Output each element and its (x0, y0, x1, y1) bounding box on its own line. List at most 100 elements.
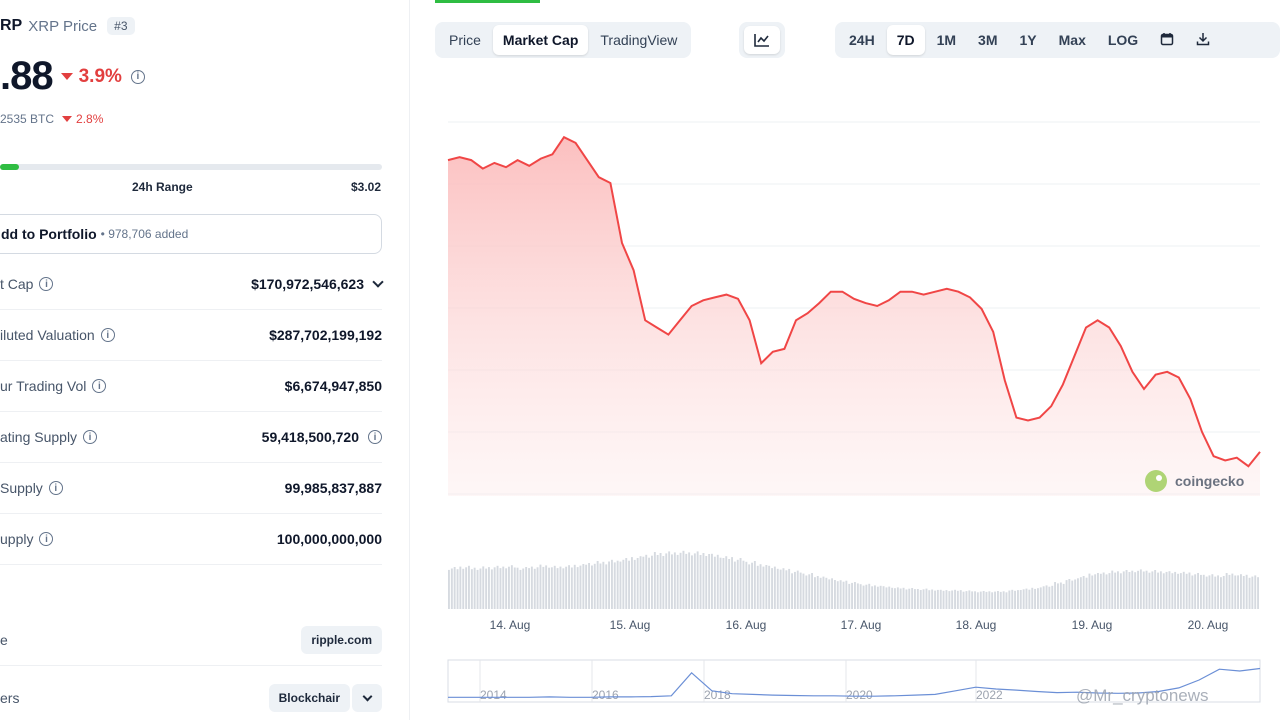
tab-log[interactable]: LOG (1107, 32, 1139, 48)
volume-bar (485, 568, 488, 609)
coin-header: RP XRP Price #3 (0, 17, 135, 35)
volume-bar (1019, 590, 1022, 609)
website-link[interactable]: ripple.com (301, 626, 382, 654)
info-icon[interactable]: i (39, 277, 54, 291)
volume-bar (1028, 589, 1031, 609)
overview-tick-label: 2014 (480, 688, 507, 702)
volume-bar (625, 558, 628, 609)
tab-24h[interactable]: 24H (849, 32, 875, 48)
volume-bar (894, 588, 896, 609)
market-cap-chart[interactable]: 14. Aug 15. Aug 16. Aug 17. Aug 18. Aug 19. A… (440, 90, 1270, 720)
volume-bar (728, 559, 731, 609)
volume-bar (1211, 574, 1214, 609)
volume-bar (856, 583, 859, 609)
calendar-icon[interactable] (1150, 25, 1184, 56)
tab-price[interactable]: Price (449, 32, 481, 48)
stat-label: upply i (0, 531, 54, 547)
info-icon[interactable]: i (83, 430, 98, 444)
volume-bar (825, 577, 828, 609)
download-icon[interactable] (1186, 25, 1220, 56)
tab-7d[interactable]: 7D (886, 25, 925, 55)
volume-bar (776, 568, 779, 609)
tab-1y[interactable]: 1Y (1019, 32, 1037, 48)
x-tick-label: 20. Aug (1188, 618, 1229, 632)
explorer-dropdown[interactable] (352, 683, 382, 712)
volume-bar (1065, 580, 1068, 610)
info-icon[interactable]: i (368, 430, 382, 444)
volume-bar (1245, 574, 1248, 609)
volume-bar (936, 589, 939, 609)
volume-bar (785, 570, 788, 609)
tab-max[interactable]: Max (1058, 32, 1086, 48)
tab-tradingview[interactable]: TradingView (600, 32, 678, 48)
volume-bar (591, 565, 593, 609)
volume-bar (691, 555, 693, 609)
volume-bar (934, 590, 936, 609)
tab-1m[interactable]: 1M (936, 32, 957, 48)
volume-bar (599, 563, 602, 609)
volume-bar (522, 568, 525, 609)
volume-bar (1122, 571, 1125, 609)
volume-bar (1074, 579, 1077, 609)
volume-bar (842, 581, 845, 609)
stat-row: upply i 100,000,000,000 (0, 514, 382, 565)
volume-bar (1214, 576, 1217, 609)
volume-bar (619, 561, 622, 609)
x-tick-label: 14. Aug (490, 618, 531, 632)
stat-value: $6,674,947,850 (284, 378, 382, 394)
volume-bar (673, 552, 676, 609)
volume-bar (859, 584, 862, 609)
overview-line (448, 667, 1261, 698)
volume-bar (1197, 573, 1199, 609)
coin-name: XRP Price (28, 17, 98, 35)
volume-bar (851, 582, 853, 609)
volume-bar (1054, 582, 1056, 609)
volume-bar (805, 575, 808, 609)
volume-bar (642, 556, 645, 609)
volume-bar (1088, 573, 1091, 609)
volume-bar (997, 591, 999, 609)
coin-info-panel: RP XRP Price #3 .88 3.9% i 2535 BTC 2.8%… (0, 0, 410, 720)
volume-bar (553, 565, 556, 609)
volume-bar (1139, 569, 1142, 609)
tab-3m[interactable]: 3M (978, 32, 998, 48)
info-icon[interactable]: i (130, 69, 145, 84)
volume-bar (928, 590, 931, 609)
volume-bar (902, 587, 905, 609)
volume-bar (739, 558, 742, 609)
line-chart-icon[interactable] (744, 26, 780, 54)
volume-bar (556, 568, 559, 609)
volume-bar (1022, 589, 1025, 609)
volume-bar (759, 564, 762, 609)
coin-symbol: RP (0, 17, 23, 34)
volume-bar (976, 592, 979, 609)
info-icon[interactable]: i (100, 328, 115, 342)
volume-bar (596, 561, 599, 609)
explorer-link[interactable]: Blockchair (268, 683, 350, 712)
volume-bar (716, 554, 719, 609)
volume-bar (888, 586, 891, 609)
overview-navigator[interactable]: 2014 2016 2018 2020 2022 (447, 659, 1261, 703)
info-icon[interactable]: i (48, 481, 63, 495)
tab-market-cap[interactable]: Market Cap (492, 25, 589, 55)
volume-bar (1217, 575, 1219, 609)
volume-bar (1185, 573, 1188, 609)
volume-bar (665, 553, 668, 609)
volume-bar (1071, 580, 1074, 609)
info-icon[interactable]: i (92, 379, 107, 393)
add-to-portfolio-button[interactable]: dd to Portfolio • 978,706 added (0, 214, 382, 254)
volume-bar (1165, 571, 1168, 609)
x-tick-label: 19. Aug (1072, 618, 1113, 632)
stat-value[interactable]: $170,972,546,623 (251, 276, 384, 292)
stat-row: ur Trading Vol i $6,674,947,850 (0, 361, 382, 412)
volume-bar (1119, 573, 1122, 609)
volume-bar (1154, 570, 1157, 609)
volume-bar (962, 591, 965, 609)
coingecko-watermark: coingecko (1145, 470, 1244, 492)
x-tick-label: 18. Aug (956, 618, 997, 632)
volume-bar (862, 585, 865, 609)
volume-bar (796, 570, 799, 609)
info-icon[interactable]: i (39, 532, 54, 546)
chevron-down-icon[interactable] (372, 276, 384, 288)
volume-bar (871, 586, 874, 609)
